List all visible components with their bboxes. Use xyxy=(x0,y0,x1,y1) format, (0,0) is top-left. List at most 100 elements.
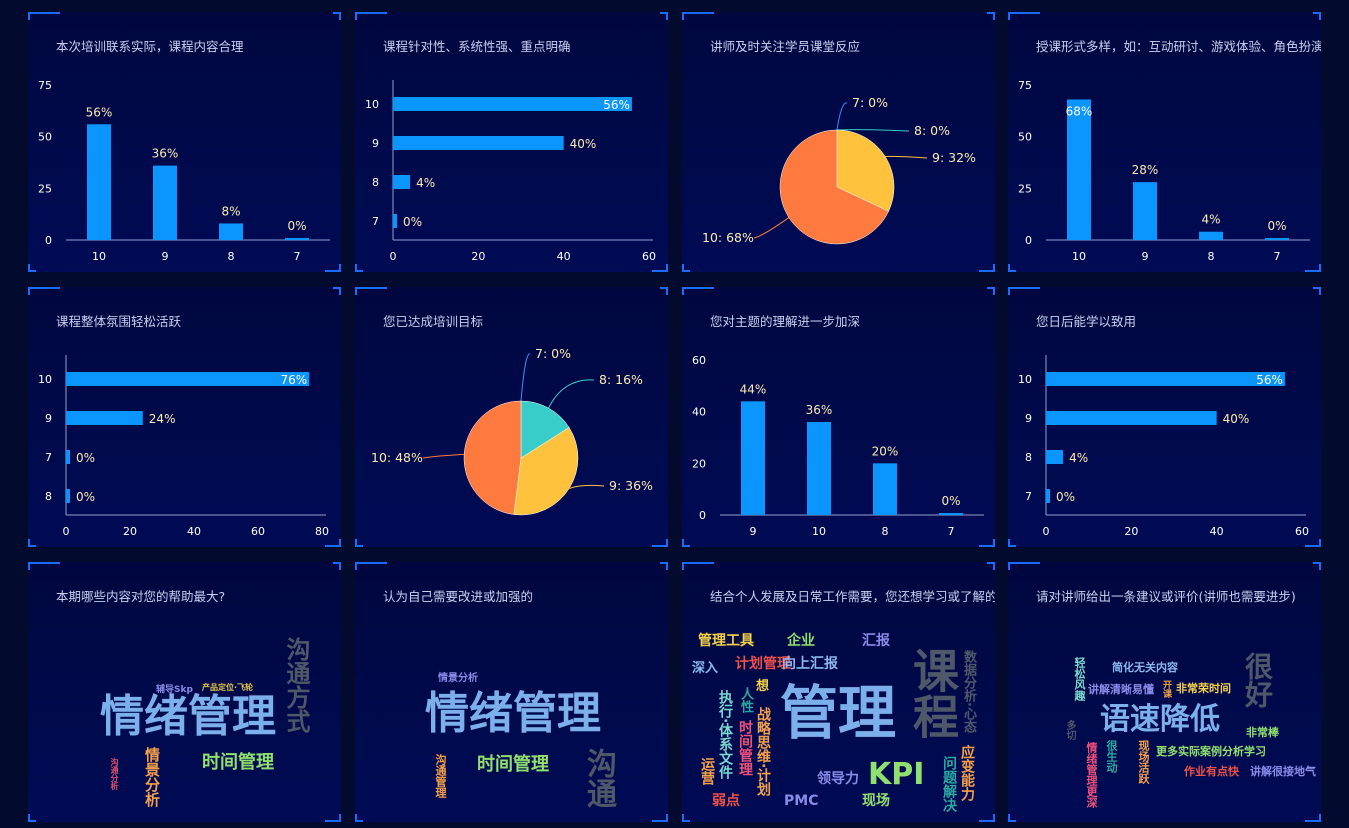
bar xyxy=(873,463,897,515)
corner-decoration xyxy=(979,539,995,547)
corner-decoration xyxy=(682,264,690,272)
corner-decoration xyxy=(682,539,690,547)
corner-decoration xyxy=(979,264,995,272)
y-tick-label: 9 xyxy=(45,412,52,425)
y-tick-label: 20 xyxy=(692,457,706,470)
corner-decoration xyxy=(28,539,36,547)
wordcloud-title: 结合个人发展及日常工作需要，您还想学习或了解的 xyxy=(710,589,995,604)
word: 弱点 xyxy=(712,793,740,809)
pie-label: 8: 0% xyxy=(914,123,950,138)
chart-panel: 您对主题的理解进一步加深 0 20 40 60 44% 9 36% 10 20% 8 0% 7 xyxy=(682,287,995,547)
word: 非常荣时间 xyxy=(1176,682,1231,695)
x-tick-label: 10 xyxy=(1072,250,1086,263)
corner-decoration xyxy=(1008,264,1016,272)
x-tick-label: 60 xyxy=(251,525,265,538)
label-line xyxy=(568,484,605,490)
chart-svg: 0 20 40 60 44% 9 36% 10 20% 8 0% 7 xyxy=(692,354,984,538)
chart-svg: 7: 0% 8: 16% 9: 36% 10: 48% xyxy=(371,346,653,516)
corner-decoration xyxy=(660,562,668,570)
corner-decoration xyxy=(987,287,995,295)
bar xyxy=(393,175,411,189)
x-tick-label: 20 xyxy=(471,250,485,263)
y-tick-label: 7 xyxy=(45,451,52,464)
x-tick-label: 7 xyxy=(294,250,301,263)
data-label: 0% xyxy=(403,215,422,229)
pie-slice xyxy=(836,129,895,212)
word: 产品定位·飞轮 xyxy=(202,683,254,692)
word: 时间管理 xyxy=(477,754,549,775)
x-tick-label: 7 xyxy=(948,525,955,538)
data-label: 24% xyxy=(149,412,176,426)
word: 计划管理 xyxy=(735,656,791,672)
pie-label: 10: 68% xyxy=(702,230,754,245)
data-label: 36% xyxy=(806,403,833,417)
label-line xyxy=(520,353,531,402)
label-line xyxy=(885,155,928,159)
pie-slice xyxy=(513,427,579,516)
word: 辅导Skp xyxy=(156,685,193,695)
word: 现场 xyxy=(862,793,890,809)
word: 情绪管理 xyxy=(425,688,601,739)
corner-decoration xyxy=(325,264,341,272)
corner-decoration xyxy=(28,264,36,272)
chart-panel: 讲师及时关注学员课堂反应 7: 0% 8: 0% 9: 32% 10: 68% xyxy=(682,12,995,272)
bar xyxy=(1046,372,1285,386)
bar xyxy=(1046,489,1050,503)
x-tick-label: 8 xyxy=(882,525,889,538)
corner-decoration xyxy=(333,562,341,570)
word: 作业有点快 xyxy=(1184,765,1239,778)
y-tick-label: 8 xyxy=(1025,451,1032,464)
y-tick-label: 40 xyxy=(692,406,706,419)
chart-panel: 本次培训联系实际，课程内容合理 0 25 50 75 56% 10 36% 9 8% 8 0% 7 xyxy=(28,12,341,272)
corner-decoration xyxy=(987,12,995,20)
y-tick-label: 0 xyxy=(1025,234,1032,247)
word: 沟通分析 xyxy=(110,758,119,790)
chart-title: 您对主题的理解进一步加深 xyxy=(710,314,861,329)
label-line xyxy=(422,453,465,459)
pie-label: 9: 32% xyxy=(932,150,976,165)
bar xyxy=(1046,411,1217,425)
data-label: 4% xyxy=(416,176,435,190)
bar xyxy=(741,401,765,515)
data-label: 56% xyxy=(603,98,630,112)
x-tick-label: 8 xyxy=(1208,250,1215,263)
data-label: 20% xyxy=(872,444,899,458)
corner-decoration xyxy=(355,562,387,570)
corner-decoration xyxy=(682,562,714,570)
bar xyxy=(219,223,243,240)
y-tick-label: 9 xyxy=(372,137,379,150)
x-tick-label: 40 xyxy=(187,525,201,538)
chart-title: 讲师及时关注学员课堂反应 xyxy=(710,39,861,54)
corner-decoration xyxy=(979,814,995,822)
corner-decoration xyxy=(28,814,36,822)
x-tick-label: 60 xyxy=(642,250,656,263)
y-tick-label: 75 xyxy=(38,79,52,92)
x-tick-label: 9 xyxy=(1142,250,1149,263)
chart-title: 课程整体氛围轻松活跃 xyxy=(56,314,182,329)
corner-decoration xyxy=(355,814,363,822)
word: 人性 xyxy=(738,687,753,713)
y-tick-label: 60 xyxy=(692,354,706,367)
corner-decoration xyxy=(333,287,341,295)
bar xyxy=(66,489,70,503)
bar xyxy=(393,214,397,228)
wordcloud-panel: 本期哪些内容对您的帮助最大? 情绪管理 沟通方式 时间管理 情景分析 辅导Skp 产品定位·… xyxy=(28,562,341,822)
chart-svg: 0 20 40 60 80 76% 10 24% 9 0% 7 0% 8 xyxy=(38,355,329,538)
x-tick-label: 80 xyxy=(315,525,329,538)
bar xyxy=(153,165,177,240)
bar xyxy=(393,136,564,150)
data-label: 0% xyxy=(287,219,306,233)
y-tick-label: 9 xyxy=(1025,412,1032,425)
word: 更多实际案例分析学习 xyxy=(1156,745,1266,758)
wordcloud-title: 请对讲师给出一条建议或评价(讲师也需要进步) xyxy=(1036,589,1296,604)
corner-decoration xyxy=(1008,287,1040,295)
data-label: 56% xyxy=(1256,373,1283,387)
wordcloud-panel: 请对讲师给出一条建议或评价(讲师也需要进步) 很好 语速降低 简化无关内容 讲解清晰易懂… xyxy=(1008,562,1321,822)
chart-title: 课程针对性、系统性强、重点明确 xyxy=(383,39,571,54)
word: 时间管理 xyxy=(737,720,753,776)
word: KPI xyxy=(868,757,925,792)
word: 执行·体系文件 xyxy=(717,690,733,780)
chart-panel: 课程针对性、系统性强、重点明确 0 20 40 60 56% 10 40% 9 4% 8 0% 7 xyxy=(355,12,668,272)
corner-decoration xyxy=(355,287,387,295)
corner-decoration xyxy=(325,814,341,822)
